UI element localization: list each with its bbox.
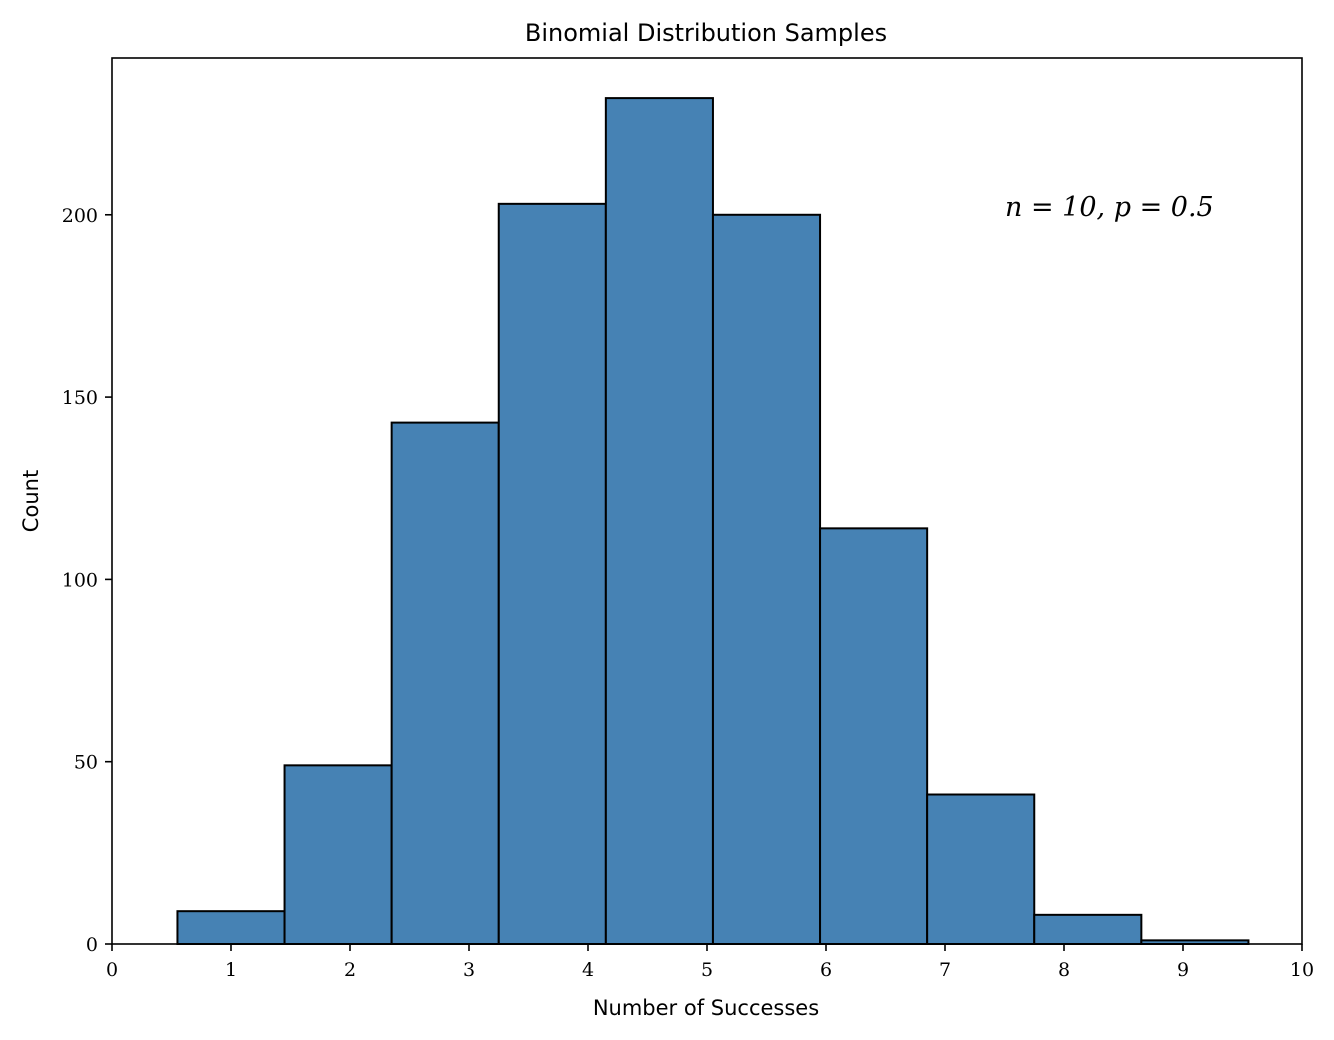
histogram-bar [176, 910, 286, 945]
x-tick-label: 6 [820, 959, 832, 981]
y-axis-label: Count [19, 470, 43, 532]
histogram-bar [926, 793, 1036, 946]
histogram-bar [1033, 913, 1143, 946]
parameter-annotation: n = 10, p = 0.5 [1005, 192, 1214, 223]
y-tick-label: 0 [86, 934, 98, 956]
y-tick-label: 150 [62, 387, 98, 409]
x-tick-label: 10 [1290, 959, 1314, 981]
histogram-bar [390, 421, 500, 945]
bars-group [176, 97, 1250, 946]
histogram-bar [604, 97, 714, 945]
x-tick-label: 2 [344, 959, 356, 981]
x-tick-label: 3 [463, 959, 475, 981]
x-tick-label: 7 [939, 959, 951, 981]
histogram-bar [711, 213, 822, 945]
x-tick-label: 9 [1177, 959, 1189, 981]
chart-title: Binomial Distribution Samples [525, 19, 887, 47]
x-tick-label: 0 [106, 959, 118, 981]
x-tick-label: 8 [1058, 959, 1070, 981]
x-tick-label: 5 [701, 959, 713, 981]
x-axis-label: Number of Successes [593, 996, 819, 1020]
histogram-bar [283, 764, 393, 945]
histogram-bar [497, 202, 607, 945]
y-tick-label: 200 [62, 205, 98, 227]
histogram-bar [819, 527, 929, 946]
y-axis-ticks: 0 50 100 150 200 [62, 205, 112, 956]
x-axis-ticks: 0 1 2 3 4 5 6 7 8 9 10 [106, 944, 1314, 981]
y-tick-label: 100 [62, 569, 98, 591]
x-tick-label: 4 [582, 959, 594, 981]
x-tick-label: 1 [225, 959, 237, 981]
y-tick-label: 50 [74, 752, 98, 774]
